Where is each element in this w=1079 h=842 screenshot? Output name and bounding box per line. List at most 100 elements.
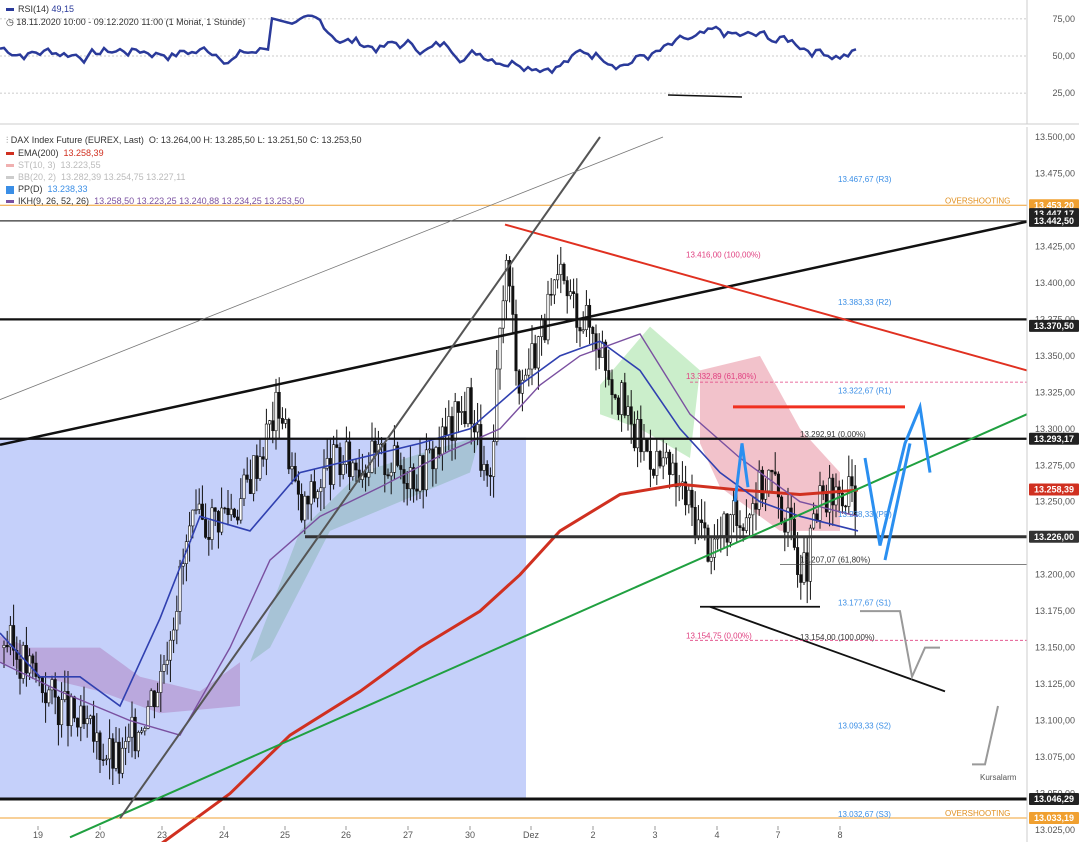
red-trendline <box>504 223 1028 372</box>
candle-body <box>738 525 742 528</box>
candle-body <box>492 441 496 477</box>
rsi-tick-label: 25,00 <box>1052 88 1075 98</box>
candle-body <box>252 455 256 494</box>
candle-body <box>562 263 566 281</box>
rsi-divergence-line <box>667 94 743 98</box>
candle-body <box>818 485 822 521</box>
candle-body <box>104 758 108 761</box>
candle-body <box>162 664 166 672</box>
x-tick-label: 23 <box>157 830 167 840</box>
indicator-name: ST(10, 3) <box>18 160 56 170</box>
candle-body <box>661 457 665 467</box>
indicator-value: 13.238,33 <box>47 184 88 194</box>
candle-body <box>386 474 390 477</box>
candle-body <box>623 382 627 416</box>
candle-body <box>76 717 80 728</box>
candle-body <box>828 477 832 513</box>
candle-body <box>191 509 195 527</box>
candle-body <box>783 522 787 533</box>
candle-body <box>552 279 556 296</box>
candle-body <box>687 489 691 506</box>
candle-body <box>546 293 550 341</box>
candle-body <box>258 456 262 479</box>
x-tick-label: 8 <box>837 830 842 840</box>
x-tick-label: 24 <box>219 830 229 840</box>
candle-body <box>674 462 678 488</box>
indicator-row[interactable]: EMA(200) 13.258,39 <box>6 148 304 160</box>
x-axis: 19 20 23 24 25 26 27 30 Dez 2 3 4 7 8 <box>33 826 843 840</box>
ichimoku-cloud <box>0 326 840 714</box>
indicator-value: 13.258,39 <box>63 148 104 158</box>
candle-body <box>146 706 150 729</box>
candle-body <box>559 263 563 275</box>
candle-body <box>322 467 326 489</box>
candle-body <box>412 467 416 490</box>
candle-body <box>696 519 700 539</box>
black-channel-line <box>709 605 946 693</box>
gray-forecast-path <box>972 705 999 766</box>
candle-body <box>421 455 425 491</box>
price-tag-label: 13.226,00 <box>1034 532 1074 542</box>
candle-body <box>8 625 12 648</box>
candle-body <box>165 659 169 665</box>
indicator-value: 13.258,50 13.223,25 13.240,88 13.234,25 … <box>94 196 305 206</box>
rsi-tick-label: 75,00 <box>1052 14 1075 24</box>
candle-body <box>172 629 176 641</box>
y-tick-label: 13.125,00 <box>1035 679 1075 689</box>
y-tick-label: 13.100,00 <box>1035 716 1075 726</box>
candle-body <box>232 508 236 518</box>
black-trendline <box>0 220 1028 447</box>
candle-body <box>124 741 128 749</box>
main-panel-background <box>0 127 1027 830</box>
candle-body <box>306 495 310 505</box>
candle-body <box>207 537 211 540</box>
candle-body <box>549 293 553 296</box>
candle-body <box>476 424 480 433</box>
instrument-name: DAX Index Future (EUREX, Last) <box>10 135 144 145</box>
candle-body <box>450 416 454 441</box>
chart-annotation: 13.207,07 (61,80%) <box>800 555 871 564</box>
indicator-row[interactable]: PP(D) 13.238,33 <box>6 184 304 196</box>
ohlc-values: O: 13.264,00 H: 13.285,50 L: 13.251,50 C… <box>148 135 362 145</box>
indicator-lines <box>0 333 859 842</box>
candle-body <box>271 420 275 432</box>
candle-body <box>805 552 809 582</box>
candle-body <box>591 327 595 334</box>
pp-swatch <box>6 185 14 194</box>
price-tag-label: 13.046,29 <box>1034 794 1074 804</box>
y-tick-label: 13.475,00 <box>1035 168 1075 178</box>
candle-body <box>226 507 230 516</box>
candle-body <box>338 447 342 475</box>
candle-body <box>88 715 92 719</box>
candle-body <box>181 563 185 567</box>
candle-body <box>444 426 448 436</box>
candle-body <box>168 639 172 661</box>
candle-body <box>597 349 601 358</box>
candle-body <box>383 442 387 476</box>
candle-body <box>239 498 243 521</box>
price-tag <box>1029 812 1079 825</box>
candle-body <box>152 690 156 708</box>
indicator-row[interactable]: ST(10, 3) 13.223,55 <box>6 160 304 172</box>
candle-body <box>440 426 444 455</box>
candle-body <box>472 423 476 433</box>
indicator-row[interactable]: IKH(9, 26, 52, 26) 13.258,50 13.223,25 1… <box>6 196 304 208</box>
candle-body <box>213 507 217 512</box>
candle-body <box>501 300 505 329</box>
thin-gray-line <box>0 136 664 400</box>
candle-body <box>802 552 806 583</box>
candle-body <box>402 469 406 484</box>
price-tag-label: 13.370,50 <box>1034 321 1074 331</box>
y-tick-label: 13.500,00 <box>1035 132 1075 142</box>
candle-body <box>405 483 409 490</box>
indicator-row[interactable]: BB(20, 2) 13.282,39 13.254,75 13.227,11 <box>6 172 304 184</box>
y-tick-label: 13.400,00 <box>1035 278 1075 288</box>
price-tag-label: 13.442,50 <box>1034 216 1074 226</box>
candle-body <box>767 469 771 492</box>
candle-body <box>565 280 569 297</box>
forecast-path <box>733 443 750 502</box>
candle-body <box>581 329 585 332</box>
candle-body <box>399 465 403 470</box>
candle-body <box>671 462 675 475</box>
candle-body <box>578 327 582 332</box>
